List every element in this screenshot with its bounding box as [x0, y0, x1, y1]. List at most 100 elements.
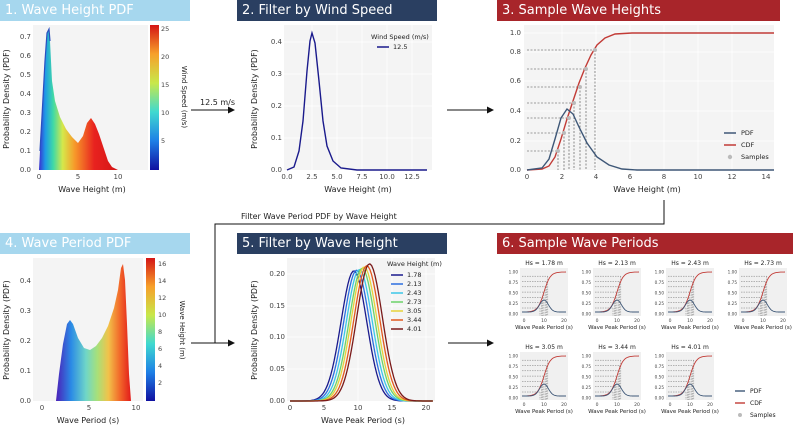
x-tick: 20 — [707, 318, 713, 324]
colorbar-tick: 10 — [158, 311, 166, 319]
colorbar-tick: 4 — [158, 362, 162, 370]
subplot: Hs = 1.78 m 0.00 0.25 0.50 0.75 1.00 0 10 20Wave… — [509, 260, 573, 331]
legend: PDF CDF Samples — [724, 129, 769, 161]
legend-item: 2.73 — [407, 298, 421, 306]
subplot-title: Hs = 2.13 m — [598, 260, 636, 267]
y-tick: 0.75 — [582, 280, 592, 285]
x-tick: 10 — [132, 404, 141, 412]
legend-item: 2.13 — [407, 280, 421, 288]
x-tick: 0 — [525, 173, 529, 181]
plot-background — [284, 25, 432, 170]
x-axis-label: Wave Peak Period (s) — [588, 409, 646, 415]
x-tick: 10 — [687, 402, 693, 408]
colorbar-tick: 6 — [158, 345, 162, 353]
x-tick: 10 — [541, 318, 547, 324]
y-ticks: 0.0 0.1 0.2 0.3 0.4 — [20, 277, 32, 405]
panel-title: 6. Sample Wave Periods — [497, 233, 793, 254]
y-tick: 0.0 — [20, 397, 31, 405]
pdf-line — [526, 107, 774, 171]
colorbar-tick: 16 — [158, 260, 166, 268]
sample-guides — [527, 49, 596, 170]
y-axis-label: Probability Density (PDF) — [2, 49, 11, 149]
y-tick: 0.6 — [20, 52, 32, 60]
y-tick: 0.25 — [509, 301, 519, 306]
x-ticks: 0 5 10 15 20 — [288, 404, 431, 412]
y-tick: 1.00 — [509, 270, 519, 275]
y-tick: 0.5 — [20, 71, 31, 79]
y-tick: 0.2 — [510, 137, 521, 145]
y-ticks: 0.0 0.1 0.2 0.3 0.4 — [271, 38, 283, 174]
y-tick: 0.75 — [655, 364, 665, 369]
y-tick: 0.50 — [582, 291, 592, 296]
x-tick: 4 — [594, 173, 599, 181]
colorbar — [146, 258, 155, 401]
x-tick: 20 — [422, 404, 431, 412]
pdf-surface — [39, 29, 118, 170]
x-tick: 0 — [669, 318, 672, 324]
wave-height-pdf-chart: 0.0 0.1 0.2 0.3 0.4 0.5 0.6 0.7 0 5 10 W… — [2, 25, 188, 194]
y-tick: 0.00 — [582, 396, 592, 401]
x-ticks: 0 5 10 — [37, 173, 123, 181]
subplot: Hs = 2.73 m 0.00 0.25 0.50 0.75 1.00 0 10 20Wave… — [728, 260, 792, 331]
colorbar-tick: 5 — [161, 137, 165, 145]
y-tick: 0.6 — [510, 77, 522, 85]
x-axis-label: Wave Peak Period (s) — [515, 325, 573, 331]
panel-filter-by-wind-speed: 2. Filter by Wind Speed 0.0 0.1 0.2 0.3 … — [237, 0, 437, 200]
pdf-line — [668, 383, 712, 397]
legend-item: Samples — [741, 153, 769, 161]
y-ticks: 0.0 0.2 0.4 0.6 0.8 1.0 — [510, 29, 522, 174]
colorbar-tick: 25 — [161, 25, 169, 33]
x-tick: 0 — [523, 318, 526, 324]
colorbar-tick: 14 — [158, 277, 166, 285]
y-tick: 0.25 — [582, 301, 592, 306]
panel-title: 3. Sample Wave Heights — [497, 0, 780, 21]
x-tick: 20 — [634, 402, 640, 408]
colorbar-label: Wind Speed (m/s) — [180, 66, 188, 129]
y-tick: 0.1 — [20, 147, 31, 155]
y-tick: 1.00 — [582, 270, 592, 275]
panel-title: 1. Wave Height PDF — [0, 0, 190, 21]
y-tick: 1.00 — [728, 270, 738, 275]
x-tick: 14 — [762, 173, 771, 181]
panel-sample-wave-periods: 6. Sample Wave Periods PDF CDF Samples H… — [497, 233, 793, 431]
x-tick: 5 — [322, 404, 326, 412]
colorbar-tick: 8 — [158, 328, 162, 336]
pdf-line — [595, 383, 639, 397]
x-tick: 2.5 — [306, 173, 317, 181]
legend-title: Wind Speed (m/s) — [371, 33, 429, 41]
subplot: Hs = 2.13 m 0.00 0.25 0.50 0.75 1.00 0 10 20Wave… — [582, 260, 646, 331]
x-axis-label: Wave Height (m) — [58, 185, 126, 194]
y-tick: 0.1 — [20, 367, 31, 375]
y-tick: 0.4 — [20, 277, 32, 285]
y-tick: 0.3 — [271, 70, 282, 78]
colorbar-tick: 15 — [161, 81, 169, 89]
x-ticks: 0 5 10 — [40, 404, 141, 412]
y-tick: 0.25 — [728, 301, 738, 306]
y-tick: 0.1 — [271, 134, 282, 142]
colorbar-tick: 10 — [161, 109, 169, 117]
y-tick: 1.0 — [510, 29, 521, 37]
colorbar-label: Wave Height (m) — [178, 300, 186, 359]
pdf-line — [668, 299, 712, 313]
x-tick: 0 — [596, 318, 599, 324]
y-tick: 1.00 — [655, 270, 665, 275]
x-axis-label: Wave Height (m) — [324, 185, 392, 194]
y-tick: 0.3 — [20, 307, 31, 315]
filter-wave-height-chart: 0.00 0.05 0.10 0.15 0.20 0 5 10 15 20 Wa… — [250, 258, 442, 425]
subplot: Hs = 3.44 m 0.00 0.25 0.50 0.75 1.00 0 10 20Wave… — [582, 344, 646, 415]
colorbar — [150, 25, 159, 170]
y-axis-label: Probability Density (PDF) — [250, 280, 259, 380]
y-tick: 0.25 — [655, 385, 665, 390]
pdf-edge — [39, 26, 51, 152]
legend-item: 3.44 — [407, 316, 421, 324]
sample-points — [556, 48, 597, 153]
y-tick: 0.4 — [510, 107, 522, 115]
y-tick: 0.20 — [269, 270, 285, 278]
y-tick: 1.00 — [509, 354, 519, 359]
legend-item: 4.01 — [407, 325, 421, 333]
x-tick: 2 — [560, 173, 564, 181]
y-tick: 0.8 — [510, 48, 521, 56]
legend-item: 12.5 — [393, 43, 407, 51]
y-tick: 0.75 — [509, 364, 519, 369]
y-tick: 0.0 — [510, 166, 521, 174]
